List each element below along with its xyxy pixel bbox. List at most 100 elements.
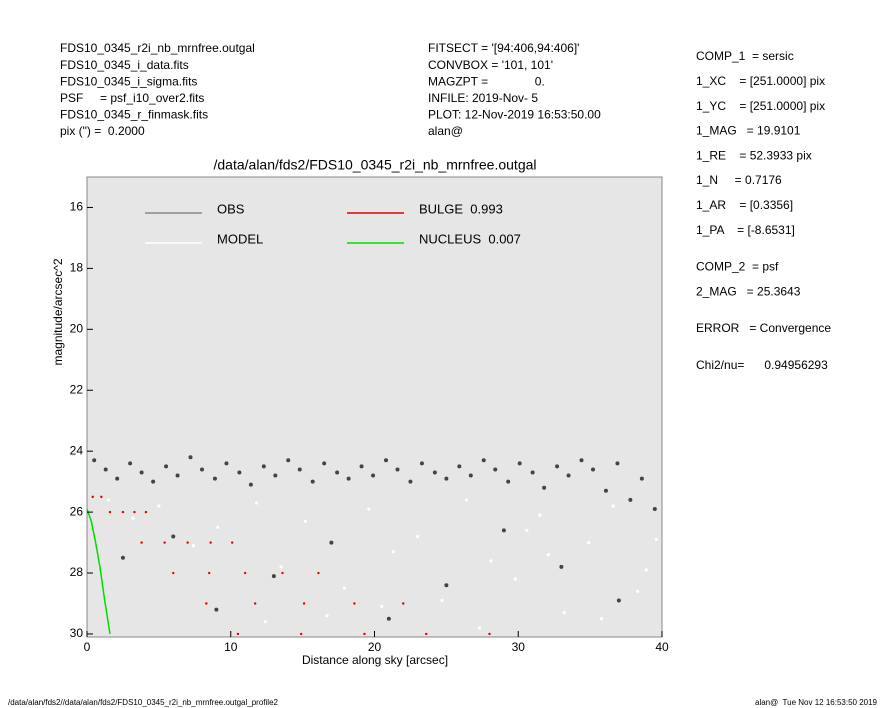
legend-label: NUCLEUS 0.007 bbox=[419, 231, 521, 246]
data-point bbox=[92, 458, 97, 463]
data-point bbox=[253, 602, 257, 605]
fit-parameter: COMP_1 = sersic bbox=[696, 49, 794, 63]
data-point bbox=[209, 541, 212, 544]
data-point bbox=[224, 461, 229, 466]
fit-parameter: 1_PA = [-8.6531] bbox=[696, 223, 795, 237]
data-point bbox=[542, 485, 547, 490]
data-point bbox=[468, 473, 473, 478]
data-point bbox=[611, 504, 615, 508]
data-point bbox=[342, 586, 346, 590]
data-point bbox=[517, 461, 522, 466]
data-point bbox=[144, 510, 148, 514]
data-point bbox=[416, 534, 420, 539]
header-center-line: CONVBOX = '101, 101' bbox=[428, 58, 553, 72]
data-point bbox=[644, 568, 648, 572]
y-tick-label: 20 bbox=[70, 321, 84, 335]
data-point bbox=[391, 550, 395, 554]
data-point bbox=[402, 602, 405, 605]
footer-right: alan@ Tue Nov 12 16:53:50 2019 bbox=[755, 698, 878, 707]
plot-area bbox=[86, 176, 663, 638]
data-point bbox=[302, 602, 306, 605]
x-tick-label: 40 bbox=[655, 640, 669, 654]
data-point bbox=[120, 555, 125, 560]
data-point bbox=[395, 467, 400, 472]
data-point bbox=[236, 632, 240, 636]
fit-parameter: 1_N = 0.7176 bbox=[696, 173, 782, 187]
data-point bbox=[171, 534, 176, 539]
data-point bbox=[346, 476, 351, 481]
data-point bbox=[380, 604, 384, 609]
data-point bbox=[297, 467, 302, 472]
fit-parameter: 1_MAG = 19.9101 bbox=[696, 124, 801, 138]
y-axis-label: magnitude/arcsec^2 bbox=[51, 258, 65, 365]
data-point bbox=[317, 571, 320, 575]
data-point bbox=[188, 455, 193, 460]
data-point bbox=[363, 632, 366, 636]
data-point bbox=[186, 541, 189, 544]
data-point bbox=[212, 476, 217, 481]
data-point bbox=[139, 470, 144, 475]
data-point bbox=[164, 464, 169, 469]
chart-title: /data/alan/fds2/FDS10_0345_r2i_nb_mrnfre… bbox=[214, 157, 537, 173]
y-tick-label: 18 bbox=[70, 261, 84, 275]
data-point bbox=[286, 458, 291, 463]
data-point bbox=[103, 467, 108, 472]
legend-label: BULGE 0.993 bbox=[419, 201, 503, 216]
data-point bbox=[163, 541, 166, 544]
data-point bbox=[91, 495, 94, 499]
data-point bbox=[243, 571, 247, 575]
data-point bbox=[444, 476, 449, 481]
fit-parameter: 1_YC = [251.0000] pix bbox=[696, 99, 825, 113]
data-point bbox=[579, 458, 584, 463]
legend-label: MODEL bbox=[217, 231, 263, 246]
data-point bbox=[121, 510, 125, 514]
fit-parameter: Chi2/nu= 0.94956293 bbox=[696, 358, 828, 372]
data-point bbox=[477, 626, 482, 630]
data-point bbox=[151, 479, 156, 484]
data-point bbox=[261, 464, 266, 469]
y-tick-label: 26 bbox=[70, 504, 84, 518]
data-point bbox=[299, 632, 303, 636]
data-point bbox=[106, 498, 111, 502]
header-left-line: FDS10_0345_i_data.fits bbox=[60, 58, 189, 72]
y-tick-label: 16 bbox=[70, 200, 84, 214]
header-center-line: MAGZPT = 0. bbox=[428, 74, 545, 88]
data-point bbox=[255, 501, 259, 505]
data-point bbox=[279, 565, 283, 569]
data-point bbox=[303, 519, 308, 523]
data-point bbox=[652, 507, 657, 512]
header-center-line: FITSECT = '[94:406,94:406]' bbox=[428, 41, 579, 55]
data-point bbox=[353, 602, 356, 605]
nucleus-line bbox=[87, 508, 111, 635]
data-point bbox=[501, 528, 506, 533]
data-point bbox=[457, 464, 462, 469]
data-point bbox=[546, 553, 551, 557]
data-point bbox=[325, 614, 329, 618]
data-point bbox=[329, 540, 334, 545]
fit-parameter: 1_XC = [251.0000] pix bbox=[696, 74, 825, 88]
data-point bbox=[513, 577, 517, 581]
data-point bbox=[591, 467, 595, 472]
header-left-line: pix (") = 0.2000 bbox=[60, 124, 145, 138]
data-point bbox=[562, 611, 566, 615]
data-point bbox=[108, 510, 112, 514]
data-point bbox=[639, 476, 644, 481]
data-point bbox=[444, 583, 449, 588]
data-point bbox=[172, 571, 175, 575]
fit-parameter: COMP_2 = psf bbox=[696, 260, 779, 274]
x-tick-label: 0 bbox=[84, 640, 91, 654]
data-point bbox=[559, 564, 564, 569]
data-point bbox=[335, 470, 340, 475]
data-point bbox=[200, 467, 204, 472]
data-point bbox=[603, 488, 608, 493]
data-point bbox=[131, 516, 135, 520]
data-point bbox=[440, 598, 444, 603]
x-tick-label: 10 bbox=[224, 640, 238, 654]
fit-parameter: 1_AR = [0.3356] bbox=[696, 198, 793, 212]
data-point bbox=[654, 537, 658, 542]
data-point bbox=[273, 473, 278, 478]
data-point bbox=[248, 482, 253, 487]
data-point bbox=[538, 513, 542, 517]
data-point bbox=[230, 541, 234, 544]
